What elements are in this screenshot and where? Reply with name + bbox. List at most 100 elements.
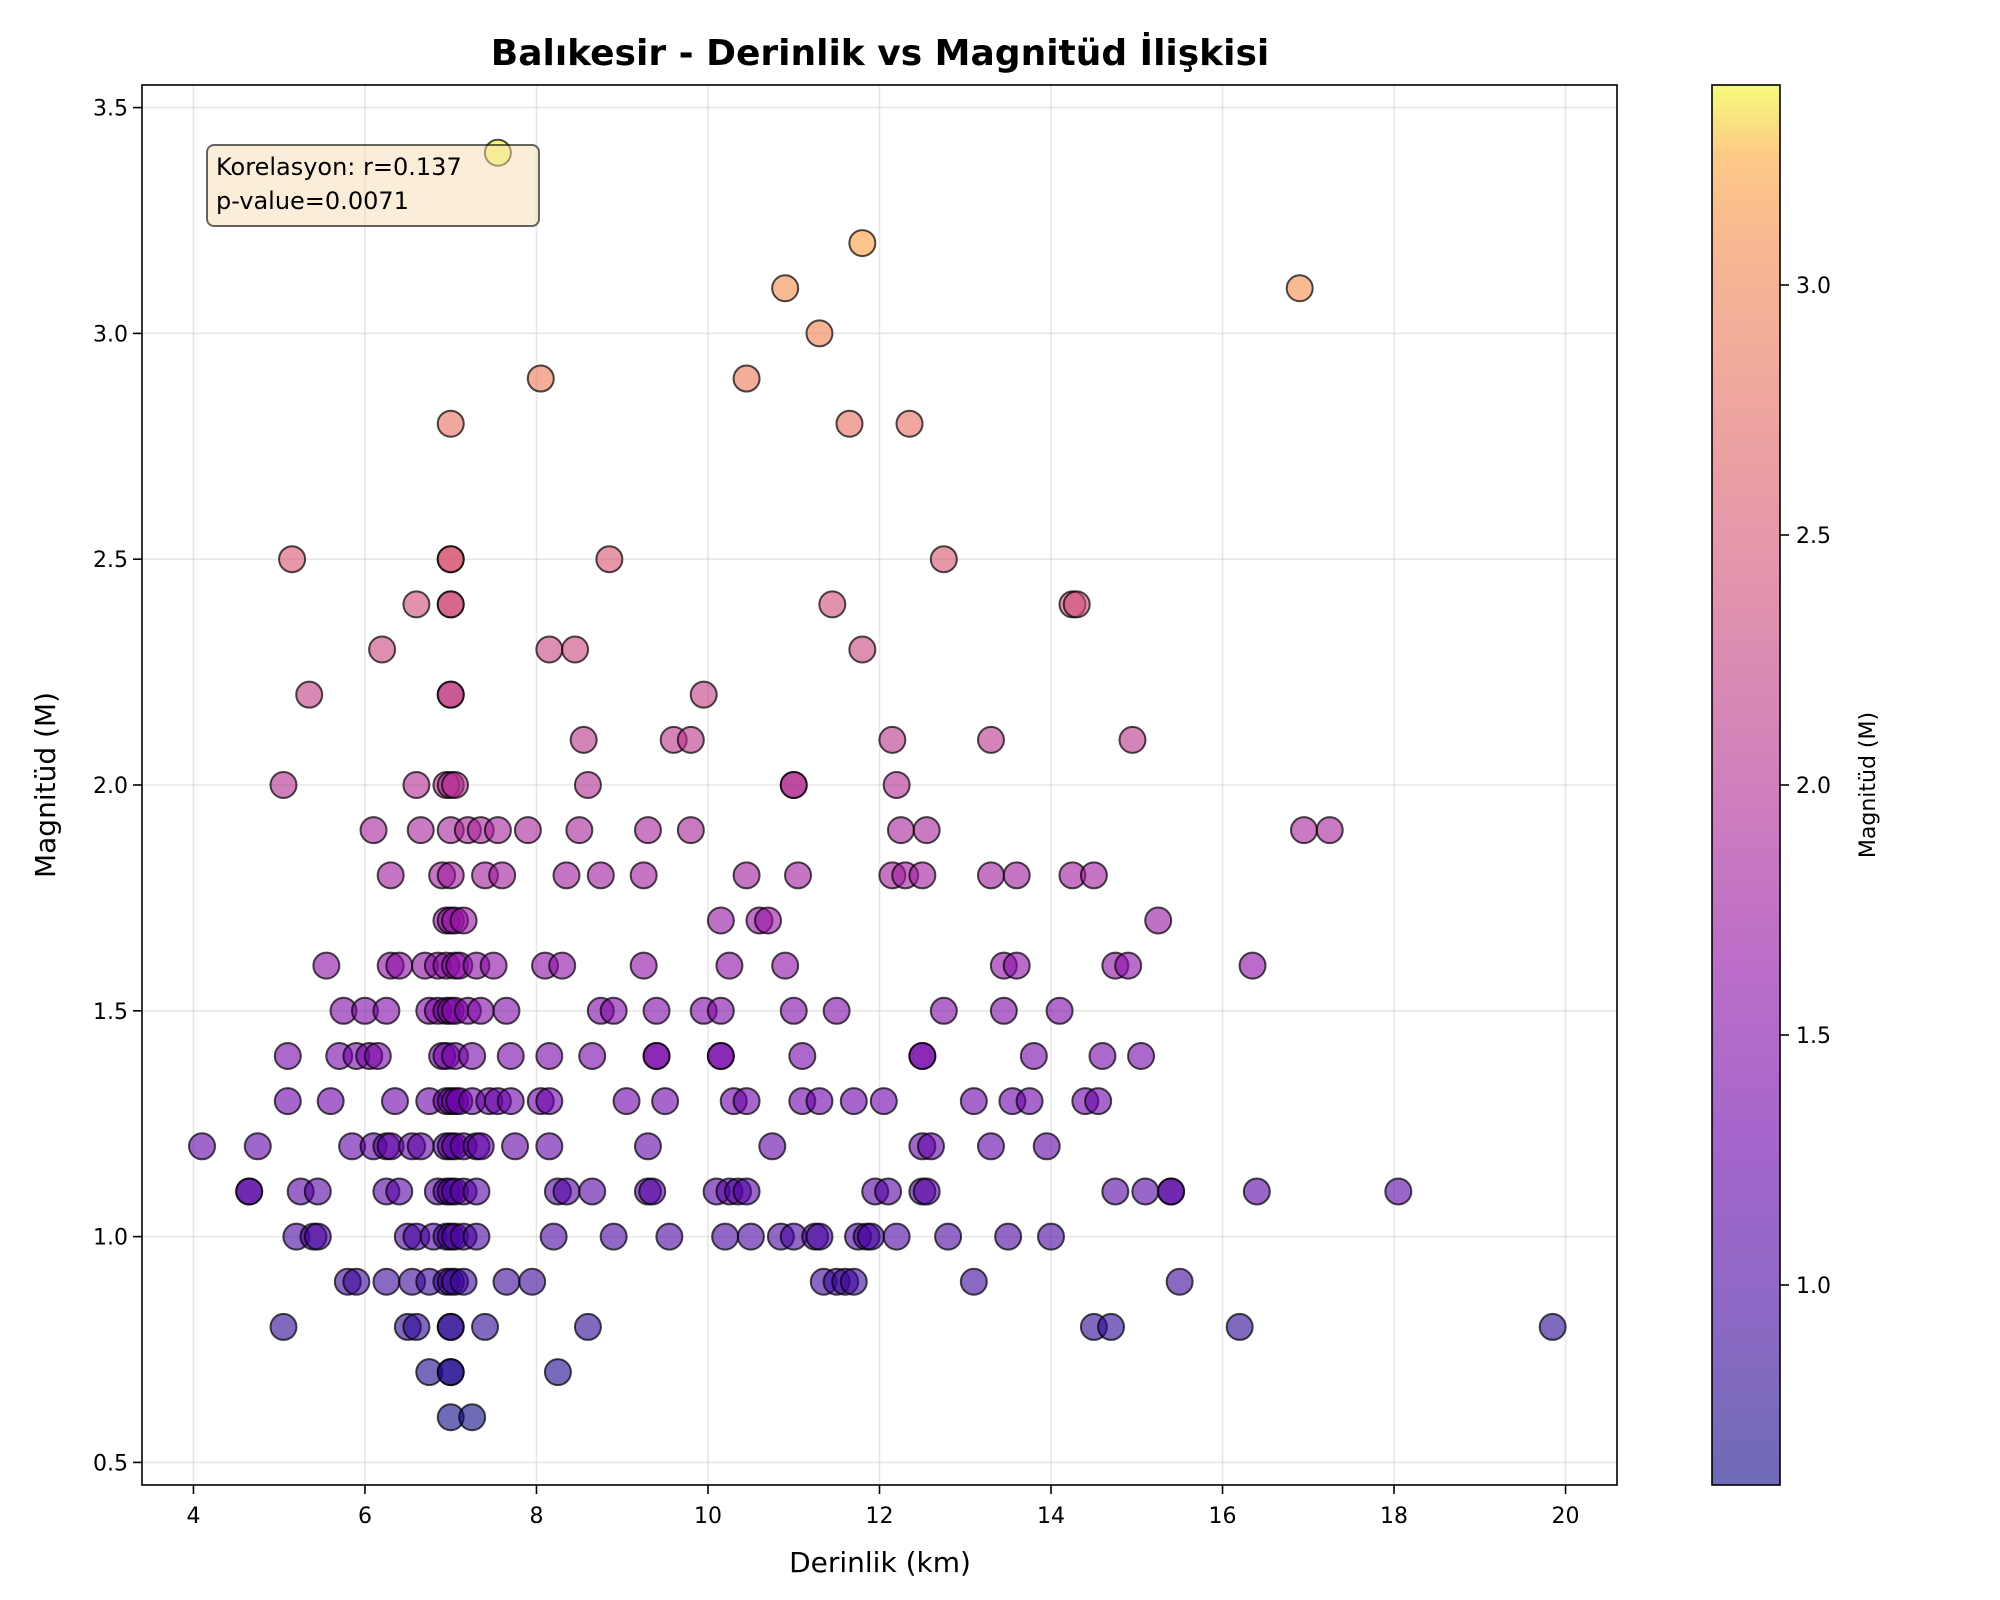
data-point — [1225, 1312, 1254, 1341]
data-point — [1032, 1132, 1061, 1161]
data-point — [676, 725, 705, 754]
data-point — [959, 1267, 988, 1296]
data-point — [552, 861, 581, 890]
data-point — [758, 1132, 787, 1161]
data-point — [788, 1041, 817, 1070]
data-point — [513, 816, 542, 845]
data-point — [488, 861, 517, 890]
data-point — [496, 1041, 525, 1070]
colorbar-tick-label: 3.0 — [1796, 274, 1831, 299]
data-point — [535, 1087, 564, 1116]
data-point — [1002, 861, 1031, 890]
data-point — [578, 1041, 607, 1070]
data-point — [771, 274, 800, 303]
data-point — [441, 771, 470, 799]
data-point — [976, 725, 1005, 754]
colorbar-ticks: 1.0 1.5 2.0 2.5 3.0 — [1780, 274, 1831, 1299]
data-point — [1157, 1177, 1186, 1206]
data-point — [406, 816, 435, 845]
data-point — [385, 951, 414, 980]
data-point — [732, 1177, 761, 1206]
data-point — [526, 364, 555, 393]
data-point — [882, 1222, 911, 1251]
y-tick-label: 1.5 — [93, 1000, 128, 1025]
data-point — [436, 680, 465, 709]
data-point — [436, 590, 465, 619]
x-tick-label: 8 — [529, 1504, 543, 1529]
colorbar-tick-label: 1.5 — [1796, 1024, 1831, 1049]
data-point — [1144, 906, 1173, 935]
data-point — [822, 996, 851, 1025]
data-point — [436, 861, 465, 890]
chart-title: Balıkesir - Derinlik vs Magnitüd İlişkis… — [491, 32, 1269, 74]
correlation-annotation: Korelasyon: r=0.137 p-value=0.0071 — [206, 144, 540, 227]
data-point — [1002, 951, 1031, 980]
data-point — [839, 1087, 868, 1116]
annotation-line-2: p-value=0.0071 — [216, 187, 409, 215]
data-point — [848, 635, 877, 664]
data-point — [372, 996, 401, 1025]
data-point — [1045, 996, 1074, 1025]
data-point — [976, 1132, 1005, 1161]
data-point — [912, 816, 941, 845]
data-point — [633, 816, 662, 845]
data-point — [543, 1358, 572, 1387]
y-tick-label: 0.5 — [93, 1451, 128, 1476]
plot-background — [142, 85, 1617, 1485]
data-point — [732, 861, 761, 890]
data-point — [1238, 951, 1267, 980]
data-point — [878, 725, 907, 754]
data-point — [839, 1267, 868, 1296]
data-point — [1131, 1177, 1160, 1206]
data-point — [934, 1222, 963, 1251]
x-axis-label: Derinlik (km) — [789, 1546, 971, 1579]
data-point — [501, 1132, 530, 1161]
data-point — [436, 1312, 465, 1341]
data-point — [629, 951, 658, 980]
data-point — [492, 996, 521, 1025]
data-point — [655, 1222, 684, 1251]
data-point — [805, 1222, 834, 1251]
y-tick-label: 2.5 — [93, 548, 128, 573]
data-point — [235, 1177, 264, 1206]
data-point — [599, 996, 628, 1025]
data-point — [492, 1267, 521, 1296]
data-point — [436, 409, 465, 438]
data-point — [929, 996, 958, 1025]
data-point — [908, 1041, 937, 1070]
data-point — [303, 1177, 332, 1206]
y-tick-label: 3.0 — [93, 322, 128, 347]
data-point — [612, 1087, 641, 1116]
data-point — [402, 590, 431, 619]
data-point — [1538, 1312, 1567, 1341]
data-point — [1079, 861, 1108, 890]
data-point — [565, 816, 594, 845]
data-point — [1118, 725, 1147, 754]
data-point — [595, 545, 624, 574]
data-point — [784, 861, 813, 890]
data-point — [706, 996, 735, 1025]
x-tick-label: 14 — [1037, 1504, 1065, 1529]
data-point — [269, 771, 298, 799]
data-point — [882, 771, 911, 799]
data-point — [908, 861, 937, 890]
x-tick-label: 20 — [1552, 1504, 1580, 1529]
colorbar-tick-label: 2.5 — [1796, 524, 1831, 549]
data-point — [886, 816, 915, 845]
data-point — [779, 996, 808, 1025]
x-tick-label: 16 — [1209, 1504, 1237, 1529]
data-point — [561, 635, 590, 664]
data-point — [273, 1087, 302, 1116]
x-tick-label: 10 — [694, 1504, 722, 1529]
annotation-line-1: Korelasyon: r=0.137 — [216, 153, 462, 181]
data-point — [406, 1132, 435, 1161]
data-point — [929, 545, 958, 574]
colorbar — [1712, 85, 1780, 1485]
data-point — [1289, 816, 1318, 845]
data-point — [1242, 1177, 1271, 1206]
data-point — [479, 951, 508, 980]
data-point — [368, 635, 397, 664]
data-point — [462, 1222, 491, 1251]
data-point — [642, 1041, 671, 1070]
colorbar-label: Magnitüd (M) — [1856, 712, 1881, 858]
